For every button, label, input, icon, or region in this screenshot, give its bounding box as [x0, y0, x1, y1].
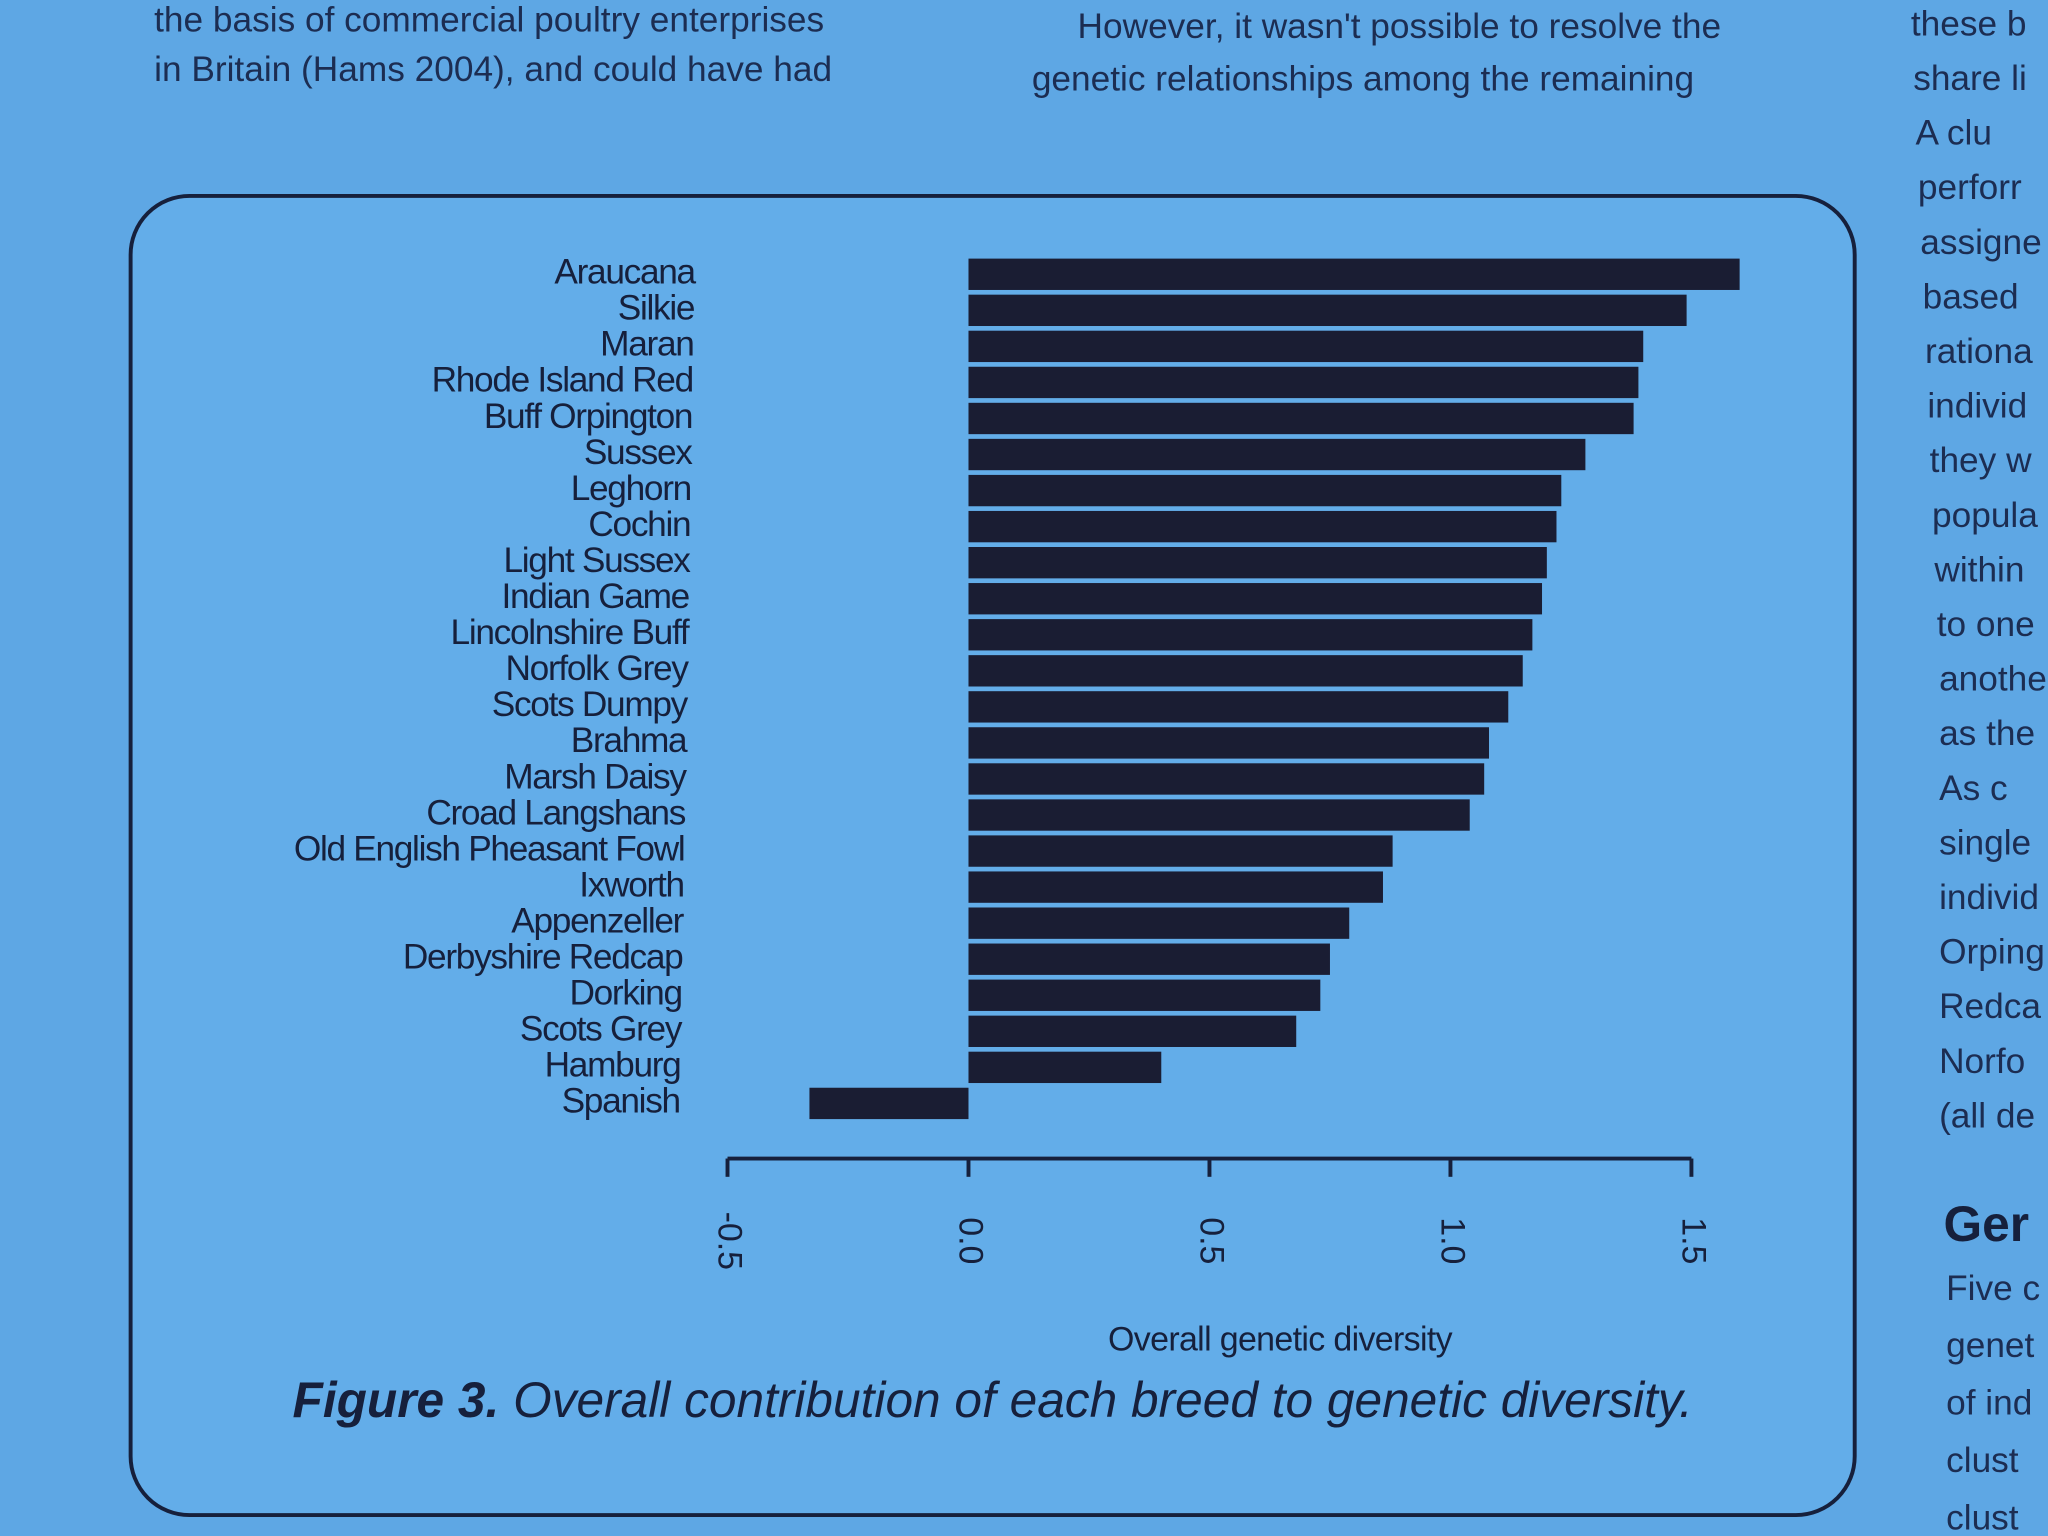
- body-text-line: to one: [1937, 605, 2035, 644]
- caption-label: Figure 3.: [293, 1372, 500, 1428]
- bar: [968, 583, 1543, 615]
- bar: [968, 907, 1350, 939]
- body-text-line: popula: [1932, 496, 2038, 535]
- bar: [968, 294, 1687, 327]
- body-text-line: as the: [1939, 714, 2035, 753]
- body-text-line: genet: [1946, 1326, 2034, 1365]
- x-tick-label: 0.5: [1193, 1217, 1231, 1264]
- y-tick-label: Croad Langshans: [426, 793, 685, 832]
- body-text-line: Orping: [1939, 933, 2045, 972]
- body-text-line: individ: [1927, 387, 2027, 426]
- y-tick-label: Derbyshire Redcap: [403, 938, 683, 977]
- body-text-line: perforr: [1918, 168, 2022, 207]
- caption-text: Overall contribution of each breed to ge…: [513, 1372, 1693, 1428]
- body-text-line: assigne: [1920, 223, 2042, 262]
- x-tick-label: 1.0: [1433, 1217, 1471, 1264]
- bar: [968, 547, 1547, 579]
- body-text-line: within: [1933, 550, 2024, 589]
- body-text-line: clust: [1946, 1441, 2019, 1480]
- bar: [968, 474, 1562, 507]
- y-tick-label: Indian Game: [502, 577, 690, 616]
- body-text-line: clust: [1946, 1499, 2019, 1536]
- y-tick-label: Light Sussex: [503, 541, 691, 580]
- y-tick-label: Scots Grey: [520, 1010, 683, 1049]
- x-tick-label: 1.5: [1674, 1217, 1712, 1264]
- y-tick-label: Silkie: [618, 289, 695, 328]
- bar: [968, 691, 1509, 723]
- y-tick-label: Dorking: [569, 974, 681, 1013]
- y-tick-label: Brahma: [571, 721, 688, 760]
- y-tick-label: Lincolnshire Buff: [451, 613, 690, 652]
- body-text-line: share li: [1913, 59, 2027, 98]
- bar: [968, 871, 1383, 903]
- body-text-line: they w: [1930, 441, 2032, 480]
- y-tick-label: Spanish: [562, 1082, 680, 1121]
- body-text-line: based: [1923, 277, 2019, 316]
- y-tick-label: Maran: [600, 325, 693, 364]
- y-tick-label: Araucana: [554, 253, 696, 292]
- body-text-line: As c: [1939, 769, 2008, 808]
- bar: [968, 402, 1634, 435]
- body-text-line: However, it wasn't possible to resolve t…: [1078, 7, 1722, 46]
- body-text-line: Redca: [1939, 987, 2041, 1026]
- caption: Figure 3. Overall contribution of each b…: [293, 1372, 1693, 1428]
- body-text-line: the basis of commercial poultry enterpri…: [154, 1, 824, 40]
- section-heading: Ger: [1944, 1196, 2030, 1252]
- y-tick-label: Cochin: [588, 505, 690, 544]
- y-tick-label: Leghorn: [571, 469, 691, 508]
- body-text-line: single: [1939, 823, 2031, 862]
- body-text-line: (all de: [1939, 1096, 2035, 1135]
- body-text-line: anothe: [1939, 660, 2047, 699]
- bar: [968, 655, 1523, 687]
- bar: [968, 438, 1586, 471]
- bar: [968, 835, 1393, 867]
- y-tick-label: Norfolk Grey: [506, 649, 690, 688]
- body-text-line: Five c: [1946, 1269, 2040, 1308]
- body-text-line: genetic relationships among the remainin…: [1032, 59, 1694, 98]
- bar: [968, 763, 1485, 795]
- body-text-line: in Britain (Hams 2004), and could have h…: [154, 50, 832, 89]
- y-tick-label: Ixworth: [579, 865, 683, 904]
- body-text-line: A clu: [1916, 114, 1992, 153]
- body-text-line: Norfo: [1939, 1042, 2025, 1081]
- bar: [968, 366, 1639, 399]
- bar: [968, 619, 1533, 651]
- y-tick-label: Hamburg: [545, 1046, 681, 1085]
- y-tick-label: Rhode Island Red: [432, 361, 693, 400]
- bar: [968, 943, 1330, 975]
- y-tick-label: Marsh Daisy: [504, 757, 687, 796]
- y-tick-label: Old English Pheasant Fowl: [294, 829, 685, 868]
- bar: [968, 727, 1490, 759]
- y-tick-label: Buff Orpington: [484, 397, 692, 436]
- y-tick-label: Scots Dumpy: [492, 685, 689, 724]
- x-tick-label: 0.0: [952, 1217, 990, 1264]
- bar: [968, 510, 1557, 543]
- bar: [968, 258, 1740, 290]
- bar: [968, 979, 1321, 1011]
- bar: [968, 1015, 1297, 1047]
- body-text-line: individ: [1939, 878, 2039, 917]
- bar: [809, 1087, 969, 1120]
- bar: [968, 799, 1470, 831]
- y-tick-label: Sussex: [584, 433, 693, 472]
- x-axis-title: Overall genetic diversity: [1108, 1320, 1453, 1358]
- bar: [968, 1051, 1162, 1084]
- y-tick-label: Appenzeller: [511, 901, 684, 940]
- body-text-line: these b: [1911, 4, 2027, 43]
- body-text-line: of ind: [1946, 1384, 2032, 1423]
- bar: [968, 330, 1644, 363]
- x-tick-label: -0.5: [711, 1212, 749, 1270]
- body-text-line: rationa: [1925, 332, 2033, 371]
